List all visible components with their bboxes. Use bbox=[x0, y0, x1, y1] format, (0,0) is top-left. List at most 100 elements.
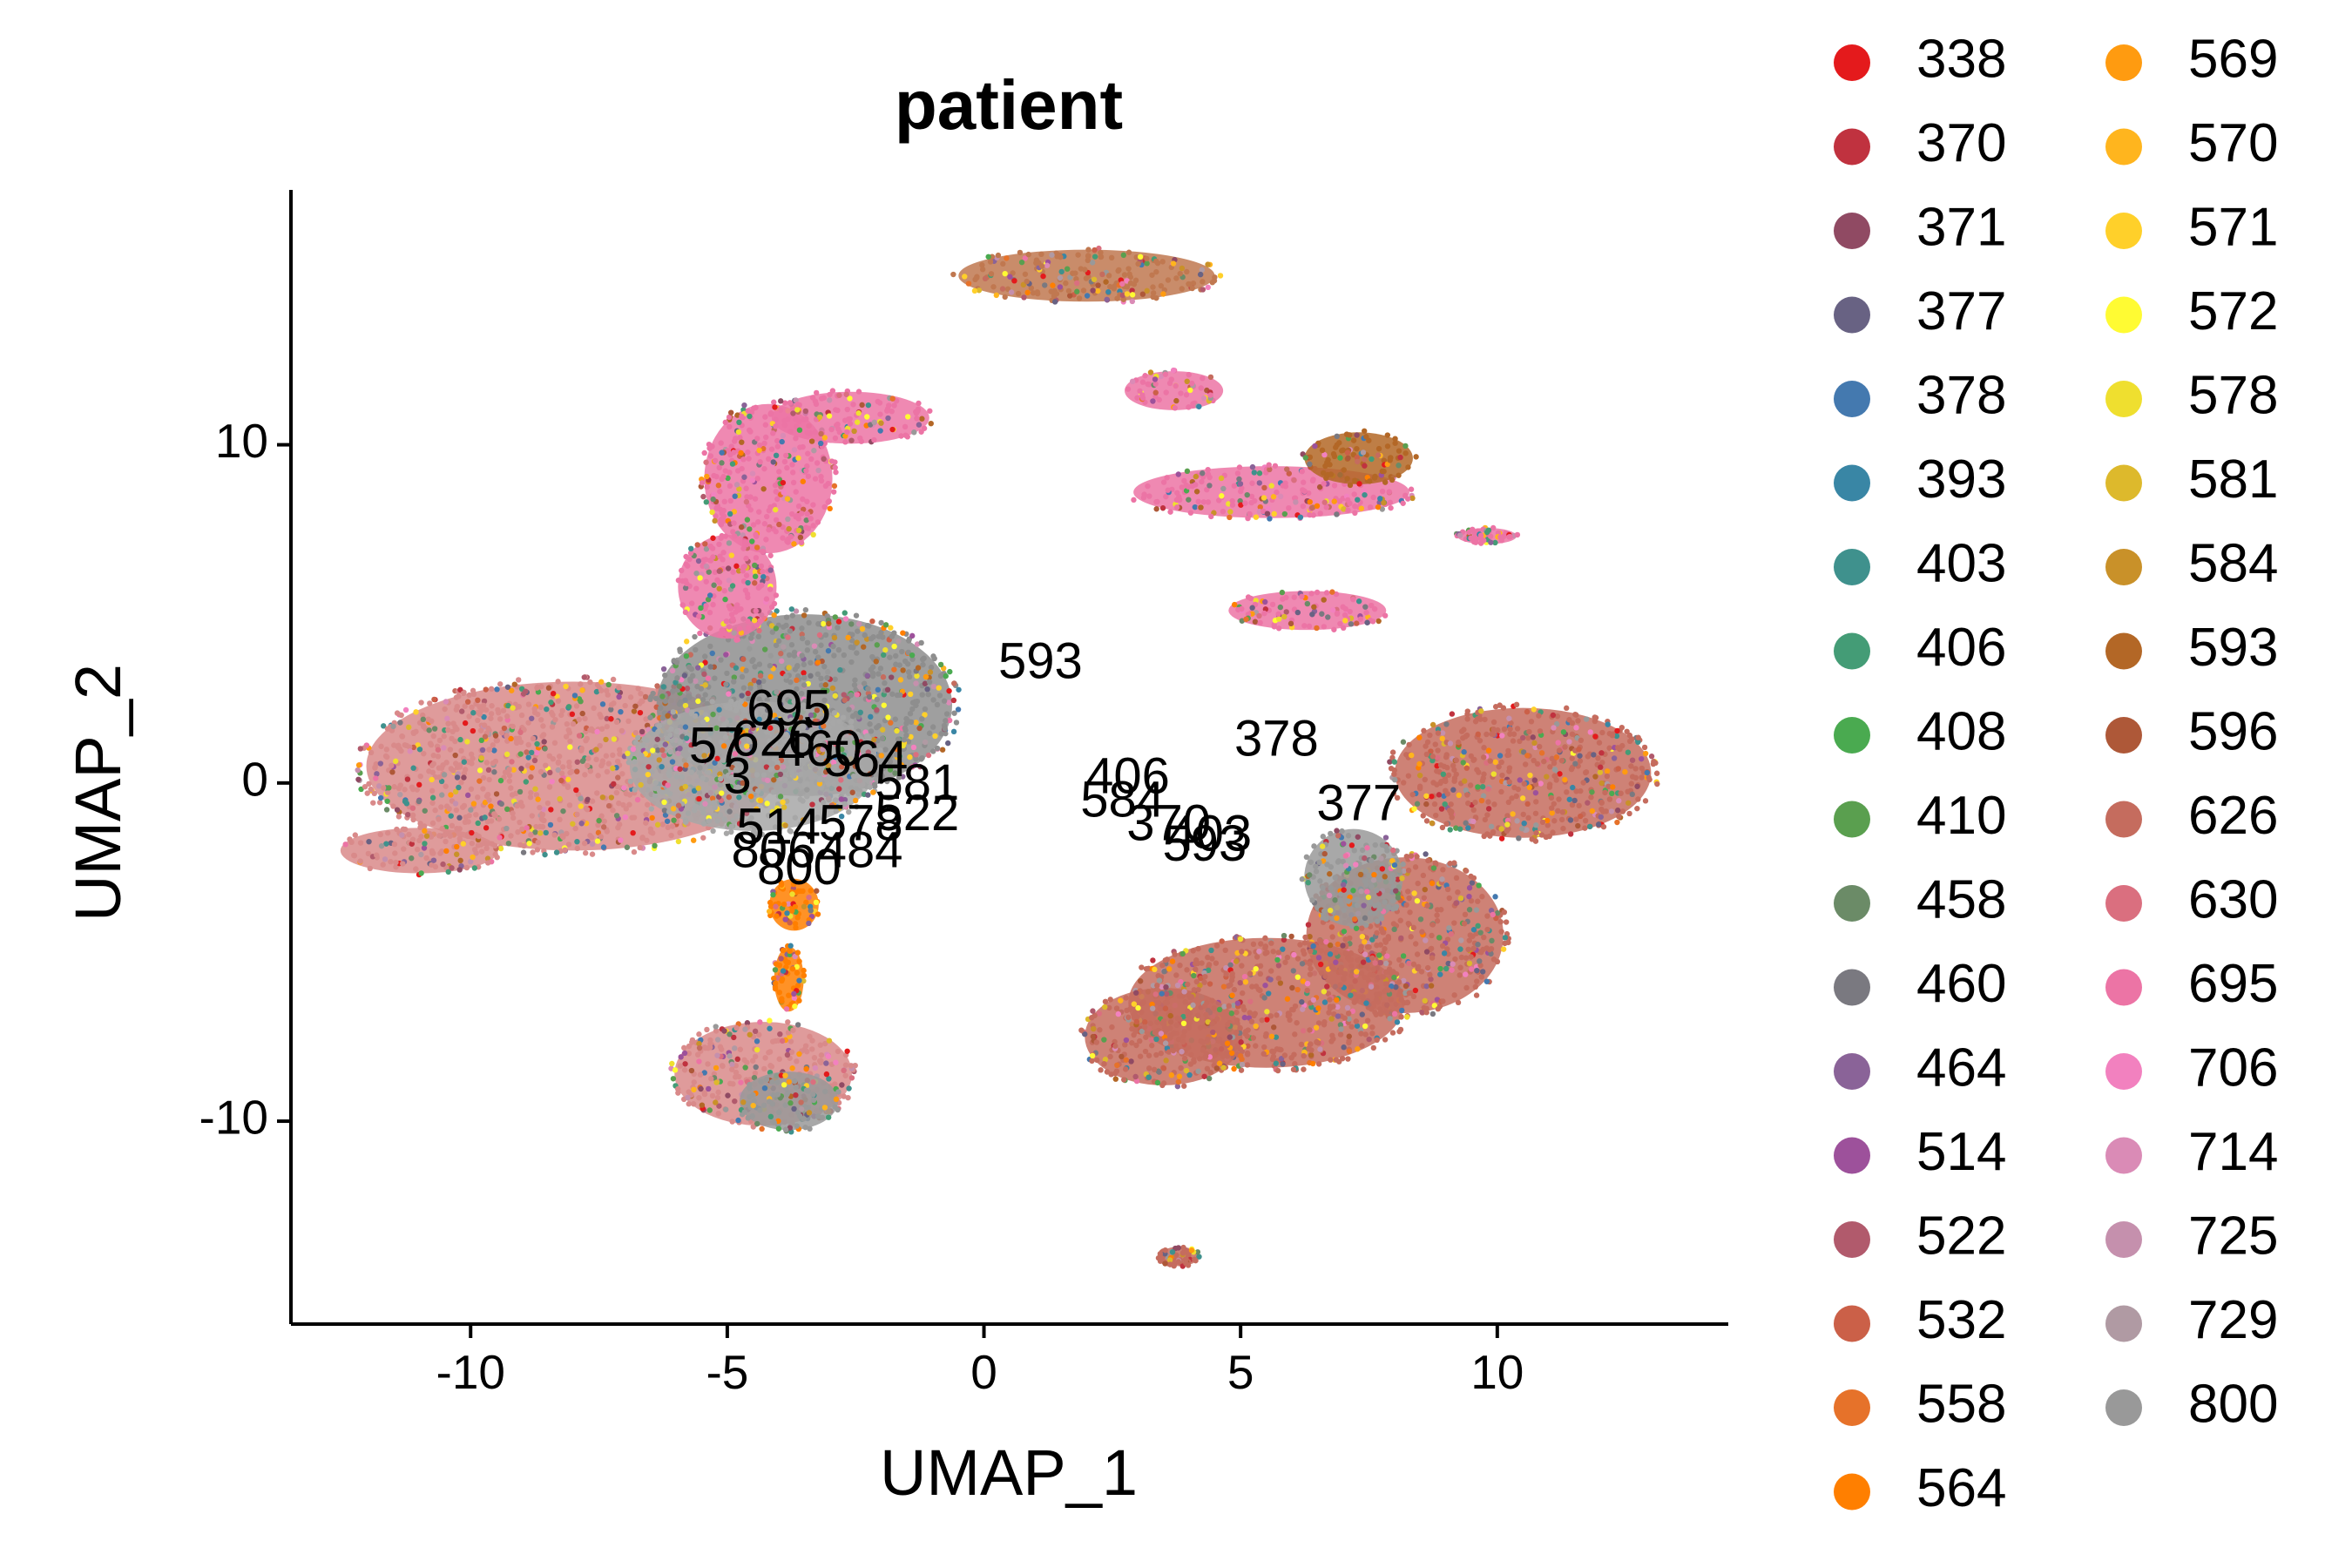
cell-point bbox=[709, 699, 715, 705]
cell-point bbox=[708, 1076, 714, 1082]
cell-point bbox=[613, 813, 620, 819]
cell-point bbox=[849, 789, 855, 795]
cell-point bbox=[546, 753, 553, 760]
cell-point bbox=[789, 612, 796, 618]
cell-point bbox=[1281, 510, 1288, 517]
cell-point bbox=[1342, 618, 1348, 624]
cell-point bbox=[812, 649, 819, 655]
cell-point bbox=[1366, 437, 1372, 443]
cell-point bbox=[1002, 270, 1008, 277]
cell-point bbox=[768, 623, 775, 629]
cell-point bbox=[490, 742, 496, 748]
cell-point bbox=[665, 713, 671, 719]
cell-point bbox=[704, 700, 711, 707]
cell-point bbox=[578, 681, 584, 687]
cell-point bbox=[1577, 758, 1584, 764]
cell-point bbox=[816, 781, 823, 787]
cell-point bbox=[855, 758, 862, 764]
cell-point bbox=[702, 712, 709, 718]
cell-point bbox=[1464, 708, 1470, 714]
cell-point bbox=[812, 1064, 819, 1071]
cell-point bbox=[1521, 820, 1527, 827]
cell-point bbox=[1553, 754, 1560, 760]
cell-point bbox=[1375, 504, 1382, 510]
cell-point bbox=[1352, 504, 1358, 510]
cell-point bbox=[570, 720, 577, 727]
cell-point bbox=[454, 843, 460, 850]
cell-point bbox=[896, 774, 902, 781]
cell-point bbox=[1513, 701, 1520, 708]
cell-point bbox=[806, 1110, 813, 1116]
cell-point bbox=[820, 620, 827, 627]
cell-point bbox=[731, 520, 737, 526]
cell-point bbox=[736, 419, 742, 426]
cell-point bbox=[688, 742, 694, 748]
cell-point bbox=[1321, 481, 1327, 487]
cell-point bbox=[720, 557, 726, 563]
cell-point bbox=[410, 816, 416, 823]
cell-point bbox=[1421, 727, 1427, 734]
cell-point bbox=[700, 809, 706, 816]
cell-point bbox=[1279, 589, 1286, 596]
cell-point bbox=[416, 781, 422, 788]
cell-point bbox=[1524, 708, 1531, 715]
cell-point bbox=[560, 808, 566, 814]
cell-point bbox=[914, 416, 920, 422]
cell-point bbox=[1463, 765, 1470, 771]
cell-point bbox=[550, 690, 557, 697]
cell-point bbox=[407, 748, 413, 754]
cell-point bbox=[483, 706, 490, 713]
cell-point bbox=[1338, 448, 1345, 454]
cell-point bbox=[924, 686, 930, 693]
cell-point bbox=[908, 719, 915, 725]
cell-point bbox=[587, 679, 593, 686]
cell-point bbox=[423, 855, 429, 862]
cell-point bbox=[1499, 772, 1505, 779]
cell-point bbox=[763, 596, 770, 602]
cell-point bbox=[422, 841, 428, 847]
cell-point bbox=[1321, 624, 1328, 630]
cell-point bbox=[595, 821, 601, 828]
cell-point bbox=[416, 747, 423, 753]
cell-point bbox=[491, 769, 497, 775]
cell-point bbox=[1245, 594, 1252, 600]
cell-point bbox=[587, 768, 594, 774]
cell-point bbox=[1124, 291, 1131, 297]
cell-point bbox=[922, 739, 929, 746]
cell-point bbox=[794, 677, 800, 684]
cell-point bbox=[397, 782, 403, 788]
cell-point bbox=[884, 686, 891, 693]
cell-point bbox=[730, 569, 736, 575]
cell-point bbox=[604, 828, 611, 835]
cell-point bbox=[1478, 708, 1484, 714]
cell-point bbox=[700, 821, 707, 827]
cell-point bbox=[470, 854, 476, 861]
cell-point bbox=[1044, 262, 1051, 268]
cell-point bbox=[946, 687, 952, 694]
cell-point bbox=[769, 808, 776, 815]
cell-point bbox=[785, 516, 791, 523]
cell-point bbox=[716, 579, 723, 585]
cell-point bbox=[1153, 506, 1159, 512]
scatter-points bbox=[340, 245, 1660, 1269]
cell-point bbox=[466, 692, 472, 699]
cell-point bbox=[1431, 801, 1438, 808]
cell-point bbox=[781, 422, 788, 429]
cell-point bbox=[830, 489, 837, 495]
cell-point bbox=[703, 578, 709, 585]
cell-point bbox=[804, 794, 810, 800]
cell-point bbox=[1360, 449, 1367, 456]
cell-point bbox=[861, 644, 867, 650]
cell-point bbox=[759, 1125, 765, 1132]
cell-point bbox=[1573, 725, 1579, 731]
cell-point bbox=[488, 803, 494, 809]
cell-point bbox=[1347, 482, 1354, 489]
cell-point bbox=[946, 700, 952, 706]
cell-point bbox=[375, 783, 382, 789]
cell-point bbox=[760, 568, 766, 575]
cell-point bbox=[823, 818, 829, 825]
cell-point bbox=[728, 774, 735, 781]
cell-point bbox=[835, 618, 842, 625]
cell-point bbox=[918, 639, 924, 646]
cell-point bbox=[771, 612, 777, 618]
